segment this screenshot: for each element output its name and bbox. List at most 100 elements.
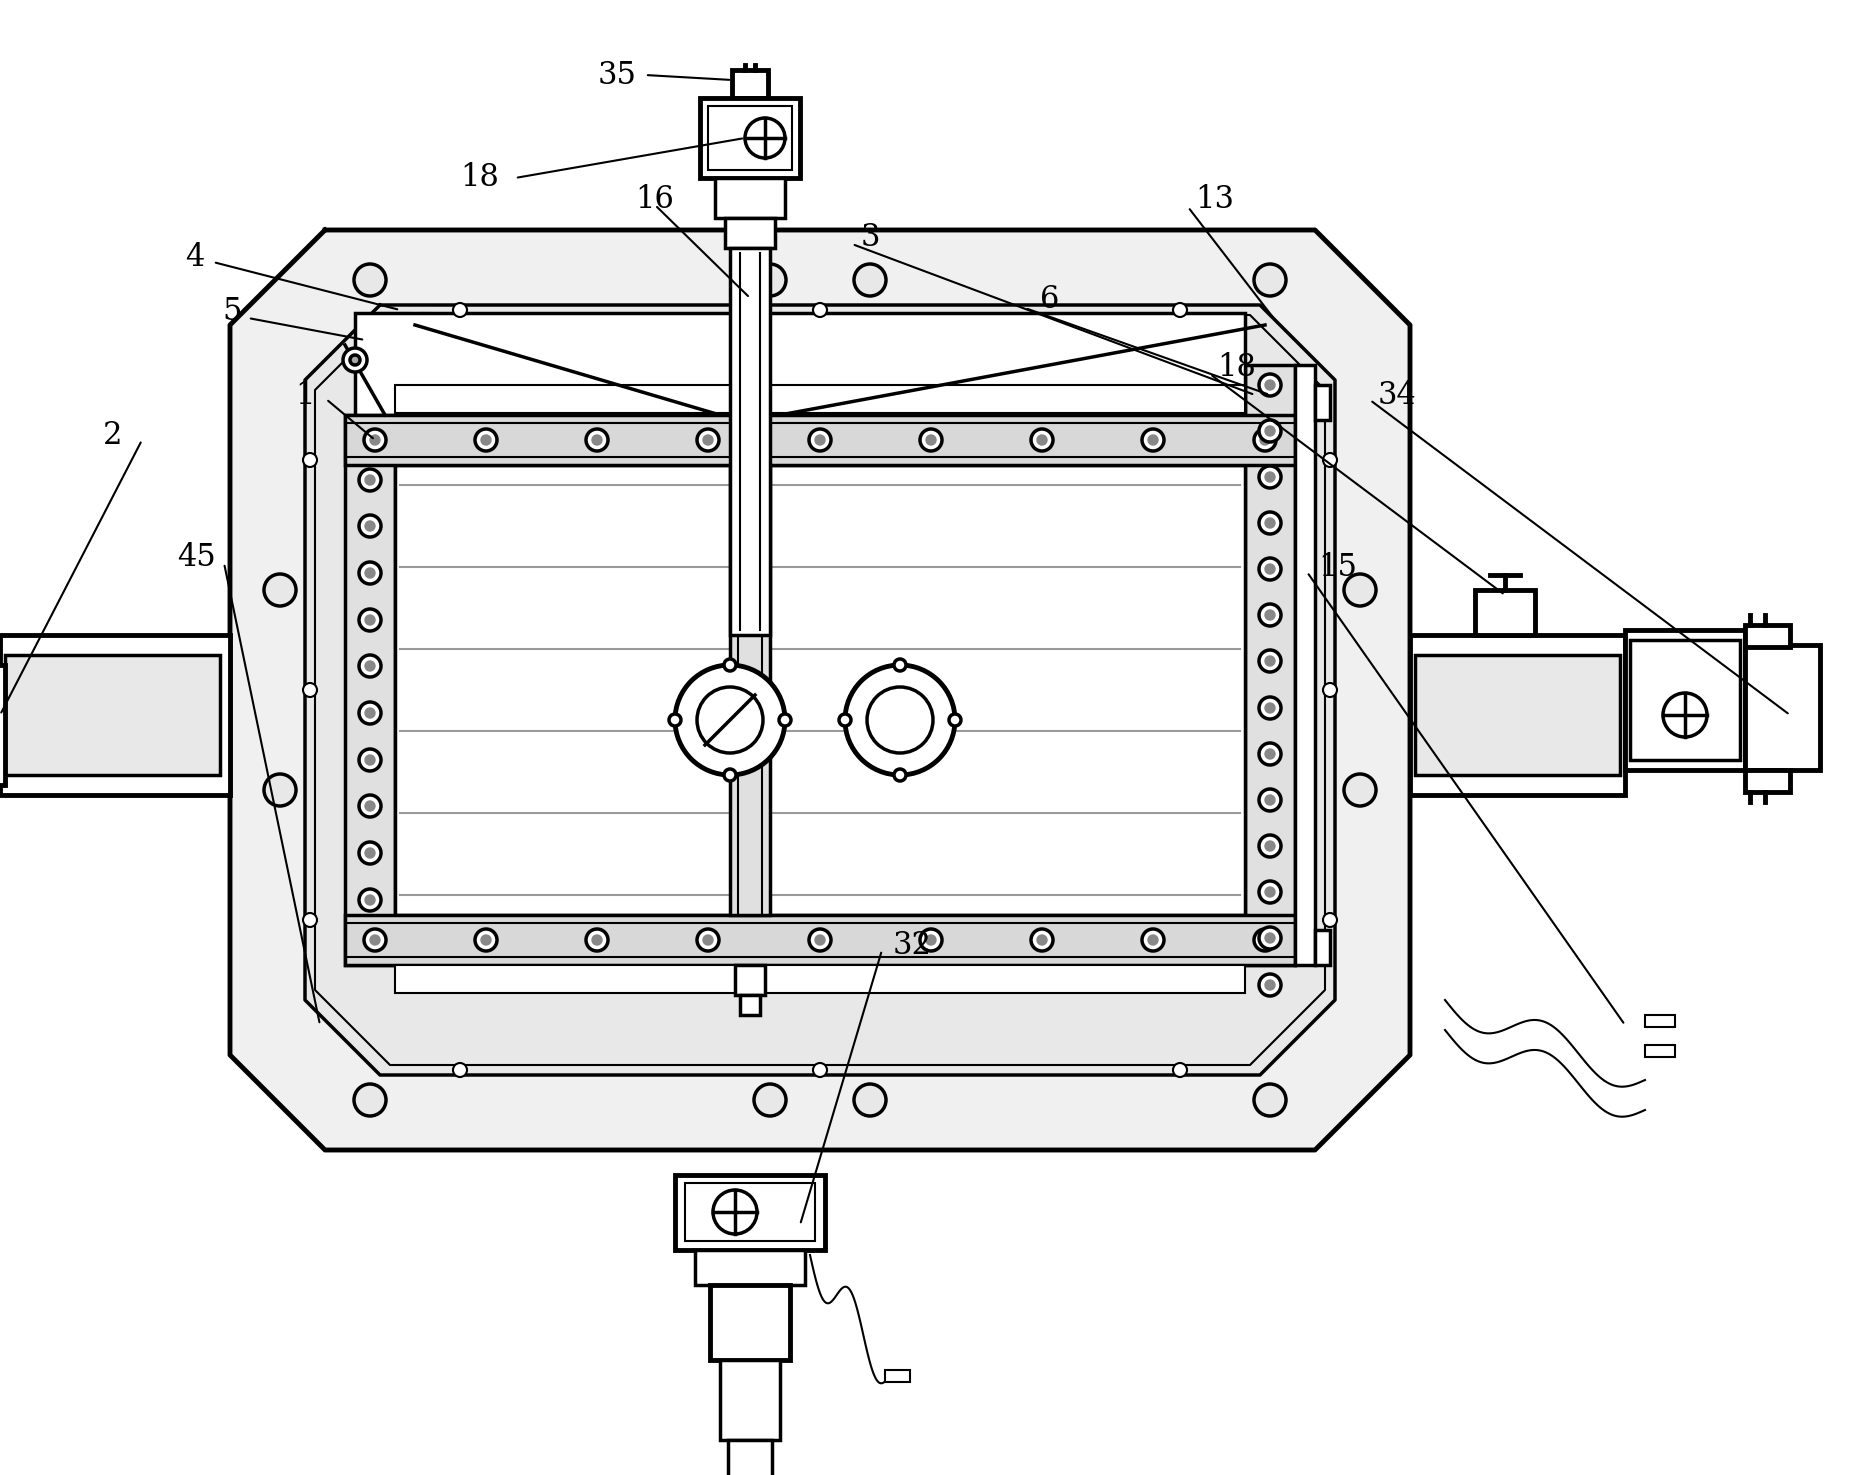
Circle shape (360, 889, 380, 912)
Circle shape (867, 687, 934, 754)
Circle shape (365, 801, 375, 811)
Circle shape (697, 929, 720, 951)
Circle shape (1266, 472, 1275, 482)
Text: 6: 6 (1040, 285, 1061, 316)
Bar (1745, 625, 1789, 648)
Circle shape (1254, 264, 1286, 296)
Circle shape (475, 929, 498, 951)
Circle shape (365, 755, 375, 766)
Circle shape (453, 1063, 468, 1077)
Bar (1629, 640, 1739, 760)
Bar (695, 1249, 805, 1285)
Circle shape (363, 429, 386, 451)
Circle shape (1258, 743, 1281, 766)
Text: 13: 13 (1195, 184, 1234, 215)
Circle shape (365, 848, 375, 858)
Circle shape (1036, 435, 1048, 445)
Circle shape (1258, 558, 1281, 580)
Bar (1295, 364, 1314, 965)
Bar (684, 1183, 815, 1240)
Bar (0, 636, 229, 795)
Bar (1314, 385, 1331, 420)
Circle shape (354, 1084, 386, 1117)
Bar (1245, 364, 1295, 965)
Circle shape (1031, 429, 1053, 451)
Bar (885, 1370, 910, 1382)
Circle shape (365, 708, 375, 718)
Text: 18: 18 (460, 162, 500, 193)
Circle shape (360, 515, 380, 537)
Circle shape (365, 475, 375, 485)
Circle shape (1266, 381, 1275, 389)
Bar (701, 97, 800, 178)
Text: 15: 15 (1318, 553, 1357, 584)
Circle shape (1266, 795, 1275, 805)
Circle shape (585, 429, 608, 451)
Circle shape (1266, 426, 1275, 437)
Circle shape (354, 264, 386, 296)
Circle shape (1254, 429, 1277, 451)
Circle shape (1663, 693, 1707, 738)
Circle shape (360, 562, 380, 584)
Circle shape (813, 1063, 828, 1077)
Circle shape (1258, 789, 1281, 811)
Circle shape (669, 714, 680, 726)
Circle shape (593, 935, 602, 945)
Circle shape (1266, 934, 1275, 943)
Bar (740, 996, 761, 1015)
Circle shape (1258, 835, 1281, 857)
Circle shape (1266, 886, 1275, 897)
Circle shape (1172, 302, 1187, 317)
Circle shape (304, 913, 317, 926)
Bar (395, 385, 1245, 413)
Circle shape (365, 521, 375, 531)
Circle shape (813, 302, 828, 317)
Circle shape (1323, 913, 1336, 926)
Circle shape (895, 768, 906, 780)
Bar (1415, 655, 1620, 774)
Bar (708, 106, 792, 170)
Circle shape (1148, 935, 1158, 945)
Circle shape (714, 1190, 757, 1235)
Bar (395, 965, 1245, 993)
Circle shape (343, 348, 367, 372)
Circle shape (809, 429, 831, 451)
Bar (716, 178, 785, 218)
Circle shape (1258, 512, 1281, 534)
Circle shape (1260, 435, 1269, 445)
Bar (6, 655, 220, 774)
Circle shape (723, 659, 736, 671)
Bar (729, 1440, 772, 1475)
Circle shape (921, 929, 941, 951)
Circle shape (703, 435, 714, 445)
Circle shape (1266, 656, 1275, 667)
Circle shape (1143, 929, 1163, 951)
Circle shape (265, 574, 296, 606)
Circle shape (365, 895, 375, 906)
Polygon shape (306, 305, 1335, 1075)
Circle shape (697, 429, 720, 451)
Circle shape (1266, 518, 1275, 528)
Circle shape (1258, 974, 1281, 996)
Circle shape (854, 1084, 885, 1117)
Circle shape (304, 453, 317, 468)
Circle shape (1143, 429, 1163, 451)
Circle shape (854, 264, 885, 296)
Circle shape (453, 302, 468, 317)
Circle shape (815, 935, 826, 945)
Circle shape (839, 714, 852, 726)
Circle shape (949, 714, 962, 726)
Bar (395, 465, 1245, 914)
Circle shape (703, 935, 714, 945)
Text: 5: 5 (222, 296, 242, 327)
Circle shape (350, 355, 360, 364)
Circle shape (1260, 935, 1269, 945)
Text: 45: 45 (177, 543, 216, 574)
Bar (401, 313, 410, 414)
Text: 34: 34 (1377, 379, 1417, 410)
Bar (1646, 1015, 1676, 1027)
Bar (345, 414, 1295, 465)
Bar (419, 313, 431, 414)
Circle shape (675, 665, 785, 774)
Circle shape (369, 935, 380, 945)
